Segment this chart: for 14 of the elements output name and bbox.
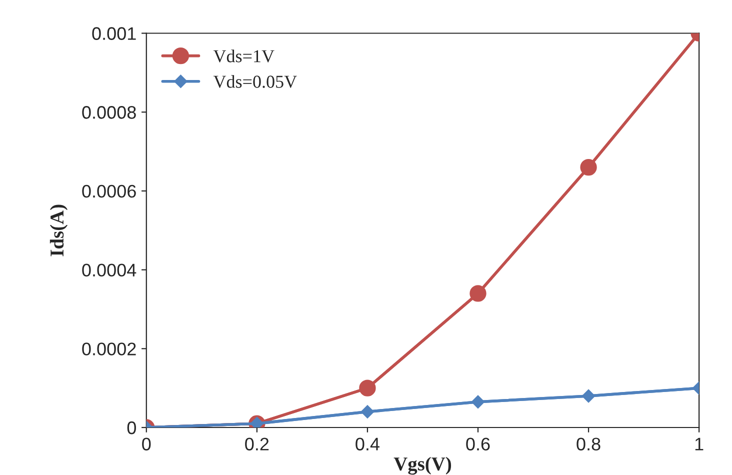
x-axis-title: Vgs(V) bbox=[394, 456, 452, 475]
y-tick-label: 0.001 bbox=[92, 27, 136, 40]
x-tick-label: 1 bbox=[695, 438, 704, 450]
x-tick-label: 0.4 bbox=[356, 438, 380, 450]
y-tick-label: 0.0002 bbox=[82, 342, 136, 356]
x-tick-label: 0.6 bbox=[466, 438, 490, 450]
x-tick-label: 0.2 bbox=[245, 438, 269, 450]
y-tick-label: 0 bbox=[127, 421, 136, 434]
x-tick-label: 0 bbox=[142, 438, 151, 450]
y-axis-title: Ids(A) bbox=[50, 204, 68, 256]
y-tick-label: 0.0004 bbox=[82, 264, 136, 277]
y-tick-label: 0.0008 bbox=[82, 106, 136, 119]
x-tick-label: 0.8 bbox=[576, 438, 600, 450]
y-tick-label: 0.0006 bbox=[82, 184, 136, 198]
